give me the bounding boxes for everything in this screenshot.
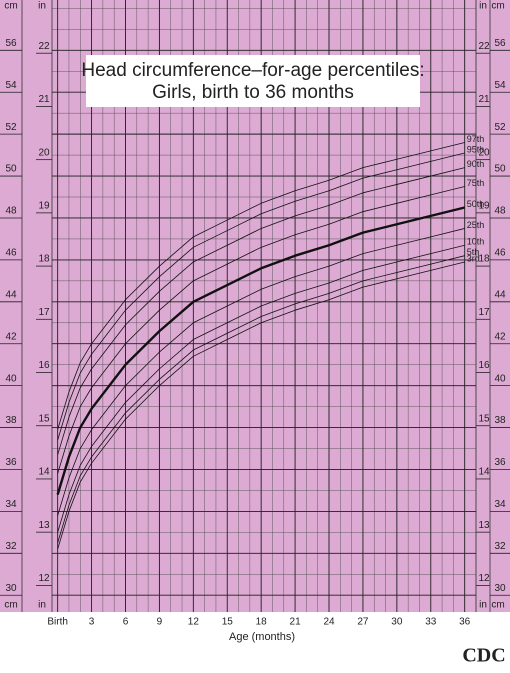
curve-label: 90th — [467, 159, 485, 169]
y-tick-label: 44 — [494, 289, 506, 300]
y-tick-label: 30 — [5, 583, 17, 594]
y2-tick-label: 18 — [478, 254, 490, 265]
y2-tick-label: 20 — [38, 147, 50, 158]
x-tick-label: 12 — [188, 617, 200, 628]
x-tick-label: 6 — [123, 617, 129, 628]
y-tick-label: 40 — [5, 373, 17, 384]
y2-tick-label: 14 — [38, 467, 50, 478]
y-tick-label: 48 — [5, 206, 17, 217]
percentile-line — [57, 152, 465, 441]
y-axis-unit: cm — [491, 1, 504, 12]
y-tick-label: 42 — [5, 331, 17, 342]
x-tick-label: 3 — [89, 617, 95, 628]
curve-label: 10th — [467, 237, 485, 247]
y-tick-label: 42 — [494, 331, 506, 342]
y-tick-label: 46 — [494, 248, 506, 259]
y-axis-unit: cm — [4, 600, 17, 611]
x-tick-label: 33 — [425, 617, 437, 628]
y-tick-label: 50 — [5, 164, 17, 175]
x-tick-label: 18 — [256, 617, 268, 628]
chart-subtitle: Girls, birth to 36 months — [152, 82, 354, 103]
y2-tick-label: 22 — [478, 41, 490, 52]
x-tick-label: Birth — [47, 617, 68, 628]
y-tick-label: 34 — [5, 499, 17, 510]
x-tick-label: 27 — [357, 617, 369, 628]
y-tick-label: 44 — [5, 289, 17, 300]
y-tick-label: 30 — [494, 583, 506, 594]
x-tick-label: 9 — [157, 617, 163, 628]
y2-tick-label: 17 — [478, 307, 490, 318]
curve-label: 3rd — [467, 253, 480, 263]
y-tick-label: 56 — [5, 38, 17, 49]
percentile-line — [56, 206, 465, 495]
y2-tick-label: 18 — [38, 254, 50, 265]
y2-axis-unit: in — [479, 1, 487, 12]
percentile-line — [57, 255, 465, 543]
percentile-line — [57, 261, 465, 550]
y-tick-label: 50 — [494, 164, 506, 175]
curve-label: 25th — [467, 220, 485, 230]
percentile-line — [57, 167, 465, 455]
y-tick-label: 32 — [494, 541, 506, 552]
y2-axis-unit: in — [479, 600, 487, 611]
y2-tick-label: 13 — [38, 520, 50, 531]
y-tick-label: 48 — [494, 206, 506, 217]
title-box — [86, 55, 420, 107]
y-axis-unit: cm — [4, 1, 17, 12]
curve-label: 95th — [467, 144, 485, 154]
x-tick-label: 15 — [222, 617, 234, 628]
percentile-line — [57, 142, 465, 430]
y2-tick-label: 16 — [478, 360, 490, 371]
percentile-line — [57, 228, 465, 516]
y2-axis-unit: in — [38, 600, 46, 611]
y2-tick-label: 21 — [38, 94, 50, 105]
y-tick-label: 36 — [5, 457, 17, 468]
curve-label: 50th — [467, 199, 485, 209]
y-tick-label: 52 — [5, 122, 17, 133]
curve-label: 97th — [467, 134, 485, 144]
y-tick-label: 56 — [494, 38, 506, 49]
y-tick-label: 34 — [494, 499, 506, 510]
x-axis-title: Age (months) — [229, 631, 295, 643]
y2-tick-label: 19 — [38, 201, 50, 212]
y-axis-unit: cm — [491, 600, 504, 611]
y2-tick-label: 12 — [38, 573, 50, 584]
y-tick-label: 32 — [5, 541, 17, 552]
chart-title: Head circumference–for-age percentiles: — [81, 60, 424, 81]
percentile-line — [57, 186, 465, 474]
y2-tick-label: 20 — [478, 147, 490, 158]
percentile-line — [57, 244, 465, 533]
x-tick-label: 30 — [391, 617, 403, 628]
logo: CDC — [462, 645, 505, 667]
x-tick-label: 21 — [290, 617, 302, 628]
y2-tick-label: 19 — [478, 201, 490, 212]
y2-tick-label: 14 — [478, 467, 490, 478]
y2-tick-label: 21 — [478, 94, 490, 105]
y-tick-label: 54 — [5, 80, 17, 91]
y2-axis-unit: in — [38, 1, 46, 12]
y-tick-label: 38 — [5, 415, 17, 426]
y2-tick-label: 17 — [38, 307, 50, 318]
x-tick-label: 24 — [323, 617, 335, 628]
y2-tick-label: 22 — [38, 41, 50, 52]
y-tick-label: 38 — [494, 415, 506, 426]
y-tick-label: 36 — [494, 457, 506, 468]
y-tick-label: 54 — [494, 80, 506, 91]
y2-tick-label: 12 — [478, 573, 490, 584]
curve-label: 5th — [467, 247, 480, 257]
y2-tick-label: 15 — [478, 413, 490, 424]
y-tick-label: 40 — [494, 373, 506, 384]
curve-label: 75th — [467, 178, 485, 188]
y2-tick-label: 15 — [38, 413, 50, 424]
y2-tick-label: 16 — [38, 360, 50, 371]
y-tick-label: 46 — [5, 248, 17, 259]
y-tick-label: 52 — [494, 122, 506, 133]
y2-tick-label: 13 — [478, 520, 490, 531]
x-tick-label: 36 — [459, 617, 471, 628]
